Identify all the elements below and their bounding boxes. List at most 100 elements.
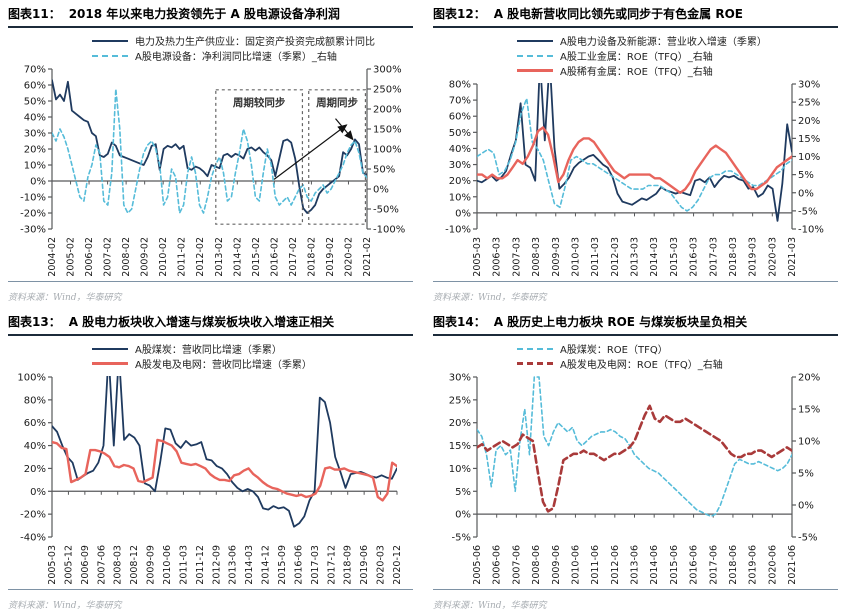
legend-line-swatch [517,69,553,72]
x-axis-tick-label: 2007-03 [511,237,522,277]
x-axis-tick-label: 2018-03 [728,237,739,277]
figure-13-label: 图表13： [8,315,61,329]
x-axis-tick-label: 2012-03 [610,237,621,277]
series-line [52,376,397,528]
legend-label: A股煤炭：营收同比增速（季累） [135,345,282,356]
source-divider [8,589,413,590]
y-axis-tick-label: 0% [30,177,46,188]
x-axis-tick-label: 2016-06 [689,545,700,585]
x-axis-tick-label: 2016-03 [689,237,700,277]
x-axis-tick-label: 2018-02 [306,237,317,277]
x-axis-tick-label: 2019-06 [748,545,759,585]
legend-item: 电力及热力生产供应业：固定资产投资完成额累计同比 [92,33,413,48]
annotation-arrow [335,118,354,141]
x-axis-tick-label: 2015-06 [669,545,680,585]
x-axis-tick-label: 2011-03 [590,237,601,277]
x-axis-tick-label: 2006-06 [492,545,503,585]
y-axis-tick-label: -10% [445,225,471,236]
legend-label: A股电力设备及新能源：营业收入增速（季累） [560,37,767,48]
figure-12-source-row: 资料来源：Wind，华泰研究 [433,281,838,304]
x-axis-tick-label: 2011-03 [178,545,189,585]
legend-line-swatch [517,39,553,42]
y-axis-tick-label: 300% [373,65,402,76]
figure-11-header: 图表11： 2018 年以来电力投资领先于 A 股电源设备净利润 [8,7,413,28]
figure-13-chart: 100% 80% 60% 40% 20% 0% -20% -40% 2005-03 2005-12… [8,371,413,587]
x-axis-tick-label: 2013-06 [228,545,239,585]
x-axis-tick-label: 2009-09 [146,545,157,585]
figure-11-chart: 70% 60% 50% 40% 30% 20% 10% 0% -10% -20% -30% 300% 2… [8,63,413,279]
legend-line-swatch [517,362,553,365]
figure-13-legend: A股煤炭：营收同比增速（季累） A股发电及电网：营收同比增速（季累） [92,341,413,371]
legend-label: A股发电及电网：ROE（TFQ）_右轴 [560,360,723,371]
annotation-label: 周期同步 [316,96,358,109]
y-axis-tick-label: -10% [798,225,824,236]
x-axis-tick-label: 2005-03 [47,545,58,585]
figure-panel-13: 图表13： A 股电力板块收入增速与煤炭板块收入增速正相关 A股煤炭：营收同比增速… [0,308,425,616]
legend-label: 电力及热力生产供应业：固定资产投资完成额累计同比 [135,37,375,48]
figure-panel-14: 图表14： A 股历史上电力板块 ROE 与煤炭板块呈负相关 A股煤炭：ROE（T… [425,308,850,616]
legend-line-swatch [517,54,553,57]
x-axis-tick-label: 2008-03 [113,545,124,585]
y-axis-tick-label: 5% [798,170,814,181]
x-axis-tick-label: 2019-02 [325,237,336,277]
y-axis-tick-label: 20% [449,176,471,187]
x-axis-tick-label: 2014-03 [649,237,660,277]
y-axis-tick-label: 25% [449,395,471,406]
y-axis-tick-label: 60% [449,112,471,123]
y-axis-tick-label: 250% [373,85,402,96]
figure-11-title: 2018 年以来电力投资领先于 A 股电源设备净利润 [68,7,340,21]
figure-14-header: 图表14： A 股历史上电力板块 ROE 与煤炭板块呈负相关 [433,315,838,336]
y-axis-tick-label: 200% [373,105,402,116]
x-axis-tick-label: 2014-03 [244,545,255,585]
y-axis-tick-label: 0% [30,487,46,498]
series-line [477,97,792,212]
x-axis-tick-label: 2005-12 [63,545,74,585]
x-axis-tick-label: 2008-12 [129,545,140,585]
x-axis-tick-label: 2008-03 [531,237,542,277]
y-axis-tick-label: 15% [449,441,471,452]
y-axis-tick-label: -5% [798,533,817,544]
y-axis-tick-label: 100% [373,145,402,156]
figure-panel-12: 图表12： A 股电新营收同比领先或同步于有色金属 ROE A股电力设备及新能源：… [425,0,850,308]
y-axis-tick-label: 30% [798,80,820,91]
y-axis-tick-label: 0% [455,208,471,219]
x-axis-tick-label: 2008-02 [121,237,132,277]
legend-line-swatch [92,39,128,42]
legend-item: A股煤炭：营收同比增速（季累） [92,341,413,356]
legend-line-swatch [92,347,128,350]
x-axis-tick-label: 2006-09 [80,545,91,585]
y-axis-tick-label: 30% [449,373,471,384]
y-axis-tick-label: 10% [798,437,820,448]
series-line [477,83,792,222]
x-axis-tick-label: 2012-09 [211,545,222,585]
chart-svg: 80% 70% 60% 50% 40% 30% 20% 10% 0% -10% 30% 25% 20% 1… [445,80,824,277]
x-axis-tick-label: 2015-09 [277,545,288,585]
y-axis-tick-label: 5% [798,469,814,480]
y-axis-tick-label: 20% [798,116,820,127]
figure-13-source-row: 资料来源：Wind，华泰研究 [8,589,413,612]
y-axis-tick-label: 40% [24,441,46,452]
x-axis-tick-label: 2019-06 [359,545,370,585]
source-divider [8,281,413,282]
source-text: 资料来源：Wind，华泰研究 [433,601,547,611]
figure-14-legend: A股煤炭：ROE（TFQ） A股发电及电网：ROE（TFQ）_右轴 [517,341,838,371]
y-axis-tick-label: 15% [798,405,820,416]
x-axis-tick-label: 2005-02 [66,237,77,277]
annotation-label: 周期较同步 [233,96,286,109]
annotation-arrow [273,124,348,180]
x-axis-tick-label: 2012-06 [610,545,621,585]
y-axis-tick-label: 40% [449,144,471,155]
x-axis-tick-label: 2005-06 [472,545,483,585]
y-axis-tick-label: -40% [20,533,46,544]
legend-item: A股煤炭：ROE（TFQ） [517,341,838,356]
x-axis-tick-label: 2011-06 [590,545,601,585]
y-axis-tick-label: -10% [20,193,46,204]
legend-line-swatch [92,54,128,57]
x-axis-tick-label: 2018-06 [728,545,739,585]
y-axis-tick-label: 20% [24,145,46,156]
x-axis-tick-label: 2006-03 [492,237,503,277]
y-axis-tick-label: 10% [449,464,471,475]
x-axis-tick-label: 2015-02 [251,237,262,277]
x-axis-tick-label: 2016-06 [293,545,304,585]
